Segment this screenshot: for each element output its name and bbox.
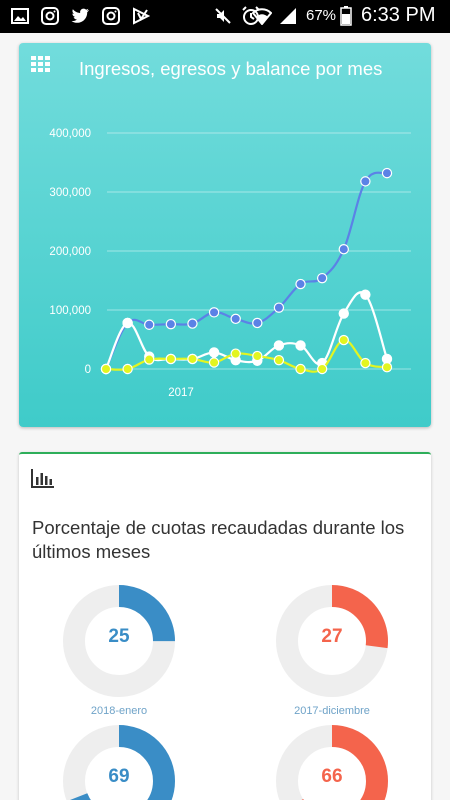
data-point[interactable]	[295, 278, 306, 290]
data-point[interactable]	[208, 307, 220, 318]
section-title: Porcentaje de cuotas recaudadas durante …	[32, 517, 405, 562]
data-point[interactable]	[360, 176, 371, 187]
data-point[interactable]	[208, 347, 220, 358]
data-point[interactable]	[295, 363, 306, 375]
signal-icon	[278, 6, 298, 26]
battery-percent: 67%	[306, 7, 337, 24]
data-point[interactable]	[144, 354, 155, 365]
donut-label: 2017-diciembre	[294, 705, 370, 717]
y-tick-label: 0	[85, 364, 91, 376]
card-title: Ingresos, egresos y balance por mes	[79, 58, 383, 79]
battery-icon	[339, 6, 353, 26]
data-point[interactable]	[295, 340, 306, 351]
data-point[interactable]	[338, 244, 349, 255]
mute-icon	[213, 6, 233, 26]
data-point[interactable]	[338, 334, 349, 346]
data-point[interactable]	[100, 363, 112, 375]
data-point[interactable]	[122, 363, 133, 375]
data-point[interactable]	[273, 302, 285, 313]
download-icon	[131, 6, 151, 26]
data-point[interactable]	[165, 318, 177, 330]
data-point[interactable]	[122, 317, 133, 329]
donut-value: 25	[108, 626, 130, 647]
status-bar: 67% 6:33 PM	[0, 0, 450, 33]
donut-ring	[276, 585, 388, 697]
wifi-icon	[251, 6, 273, 26]
data-point[interactable]	[187, 318, 198, 329]
instagram-icon	[40, 6, 60, 26]
data-point[interactable]	[230, 313, 241, 325]
data-point[interactable]	[338, 308, 349, 319]
donut-ring	[63, 725, 175, 800]
data-point[interactable]	[165, 353, 177, 365]
data-point[interactable]	[381, 167, 393, 179]
cuotas-card: Porcentaje de cuotas recaudadas durante …	[19, 452, 431, 800]
grid-icon[interactable]	[31, 56, 51, 77]
data-point[interactable]	[360, 289, 371, 300]
data-point[interactable]	[360, 357, 371, 369]
donut-value: 66	[321, 766, 343, 787]
image-icon	[10, 6, 30, 26]
data-point[interactable]	[316, 363, 328, 375]
line-chart: 0 100,000 200,000 300,000 400,000 2017	[49, 128, 411, 399]
y-tick-label: 300,000	[49, 187, 91, 199]
data-point[interactable]	[252, 317, 263, 329]
donut-ring	[63, 585, 175, 697]
clock: 6:33 PM	[361, 4, 436, 26]
y-tick-label: 400,000	[49, 128, 91, 140]
data-point[interactable]	[187, 353, 198, 365]
x-tick-label: 2017	[168, 387, 194, 399]
data-point[interactable]	[381, 362, 393, 373]
data-point[interactable]	[316, 272, 328, 284]
instagram-icon	[101, 6, 121, 26]
donut-value: 69	[108, 766, 130, 787]
twitter-icon	[69, 6, 91, 26]
data-point[interactable]	[252, 350, 263, 362]
bar-chart-icon	[31, 468, 55, 493]
data-point[interactable]	[230, 348, 241, 359]
data-point[interactable]	[144, 319, 155, 330]
data-point[interactable]	[273, 340, 285, 351]
income-expense-card: Ingresos, egresos y balance por mes 0 100…	[19, 43, 431, 427]
y-tick-label: 100,000	[49, 305, 91, 317]
y-tick-label: 200,000	[49, 246, 91, 258]
donut-label: 2018-enero	[90, 705, 148, 717]
data-point[interactable]	[208, 357, 220, 368]
donut-ring	[276, 725, 388, 800]
donut-value: 27	[321, 626, 343, 647]
data-point[interactable]	[273, 354, 285, 366]
